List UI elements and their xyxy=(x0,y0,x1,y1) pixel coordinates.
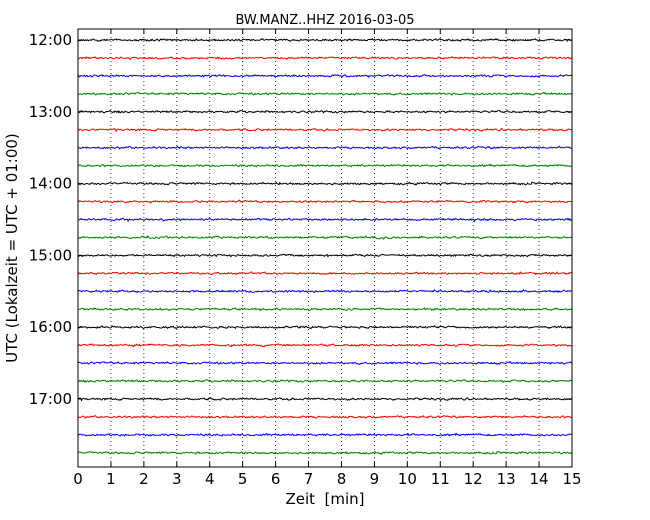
x-tick-label: 10 xyxy=(398,470,417,488)
x-tick-label: 12 xyxy=(464,470,483,488)
x-tick-label: 13 xyxy=(497,470,516,488)
y-tick-label: 13:00 xyxy=(29,103,72,121)
x-tick-label: 11 xyxy=(431,470,450,488)
y-tick-label: 16:00 xyxy=(29,318,72,336)
trace-line xyxy=(77,234,573,240)
x-tick-label: 0 xyxy=(73,470,83,488)
chart-title: BW.MANZ..HHZ 2016-03-05 xyxy=(235,13,414,28)
trace-line xyxy=(77,271,573,276)
x-tick-label: 6 xyxy=(271,470,281,488)
trace-line xyxy=(77,109,573,114)
y-tick-label: 17:00 xyxy=(29,390,72,408)
trace-line xyxy=(77,307,573,312)
trace-line xyxy=(77,217,573,223)
x-tick-label: 1 xyxy=(106,470,116,488)
x-tick-label: 5 xyxy=(238,470,248,488)
y-tick-label: 15:00 xyxy=(29,246,72,264)
trace-line xyxy=(77,415,573,419)
trace-line xyxy=(77,397,573,402)
x-tick-label: 2 xyxy=(139,470,149,488)
seismic-traces xyxy=(77,38,573,456)
x-tick-label: 7 xyxy=(304,470,314,488)
x-tick-label: 8 xyxy=(337,470,347,488)
trace-line xyxy=(77,379,573,383)
trace-line xyxy=(77,343,573,348)
y-axis: 12:00 13:00 14:00 15:00 16:00 17:00 xyxy=(29,31,572,408)
trace-line xyxy=(77,361,573,366)
x-tick-label: 3 xyxy=(172,470,182,488)
x-axis: 0 1 2 3 4 5 6 7 8 9 10 11 12 13 14 15 xyxy=(73,29,582,488)
trace-line xyxy=(77,253,573,258)
y-tick-label: 12:00 xyxy=(29,31,72,49)
y-tick-label: 14:00 xyxy=(29,175,72,193)
x-tick-label: 4 xyxy=(205,470,215,488)
trace-line xyxy=(77,324,573,330)
trace-line xyxy=(77,288,573,294)
trace-line xyxy=(77,199,573,204)
trace-line xyxy=(77,127,573,133)
trace-line xyxy=(77,56,573,61)
y-axis-label: UTC (Lokalzeit = UTC + 01:00) xyxy=(3,133,21,363)
x-tick-label: 15 xyxy=(562,470,581,488)
trace-line xyxy=(77,163,573,168)
x-tick-label: 9 xyxy=(370,470,380,488)
plot-frame xyxy=(77,28,573,468)
trace-line xyxy=(77,38,573,43)
trace-line xyxy=(77,145,573,150)
trace-line xyxy=(77,432,573,437)
trace-line xyxy=(77,74,573,79)
trace-line xyxy=(77,450,573,456)
trace-line xyxy=(77,91,573,96)
x-axis-label: Zeit [min] xyxy=(285,490,364,508)
x-tick-label: 14 xyxy=(530,470,549,488)
trace-line xyxy=(77,181,573,186)
